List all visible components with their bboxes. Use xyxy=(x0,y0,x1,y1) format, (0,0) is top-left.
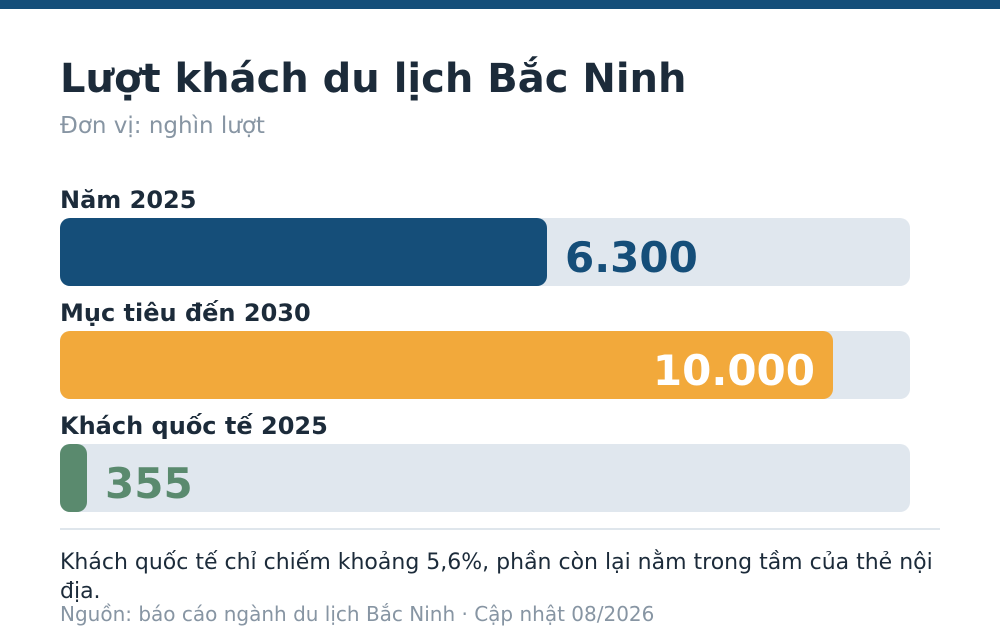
bar-value-international-2025: 355 xyxy=(105,459,193,508)
top-accent-bar xyxy=(0,0,1000,9)
source-line: Nguồn: báo cáo ngành du lịch Bắc Ninh · … xyxy=(60,602,655,626)
bar-2025 xyxy=(60,218,547,286)
bar-track-2030-target: 10.000 xyxy=(60,331,910,399)
footnote: Khách quốc tế chỉ chiếm khoảng 5,6%, phầ… xyxy=(60,550,933,604)
divider xyxy=(60,528,940,530)
bar-value-2025: 6.300 xyxy=(565,233,698,282)
bar-track-international-2025: 355 xyxy=(60,444,910,512)
bar-international-2025 xyxy=(60,444,87,512)
bar-2030-target xyxy=(60,331,833,399)
bar-label-2025: Năm 2025 xyxy=(60,186,197,214)
bar-label-international-2025: Khách quốc tế 2025 xyxy=(60,412,328,440)
bar-label-2030-target: Mục tiêu đến 2030 xyxy=(60,299,311,327)
bar-track-2025: 6.300 xyxy=(60,218,910,286)
chart-subtitle: Đơn vị: nghìn lượt xyxy=(60,113,265,139)
bar-value-2030-target: 10.000 xyxy=(652,346,815,395)
chart-title: Lượt khách du lịch Bắc Ninh xyxy=(60,56,687,102)
